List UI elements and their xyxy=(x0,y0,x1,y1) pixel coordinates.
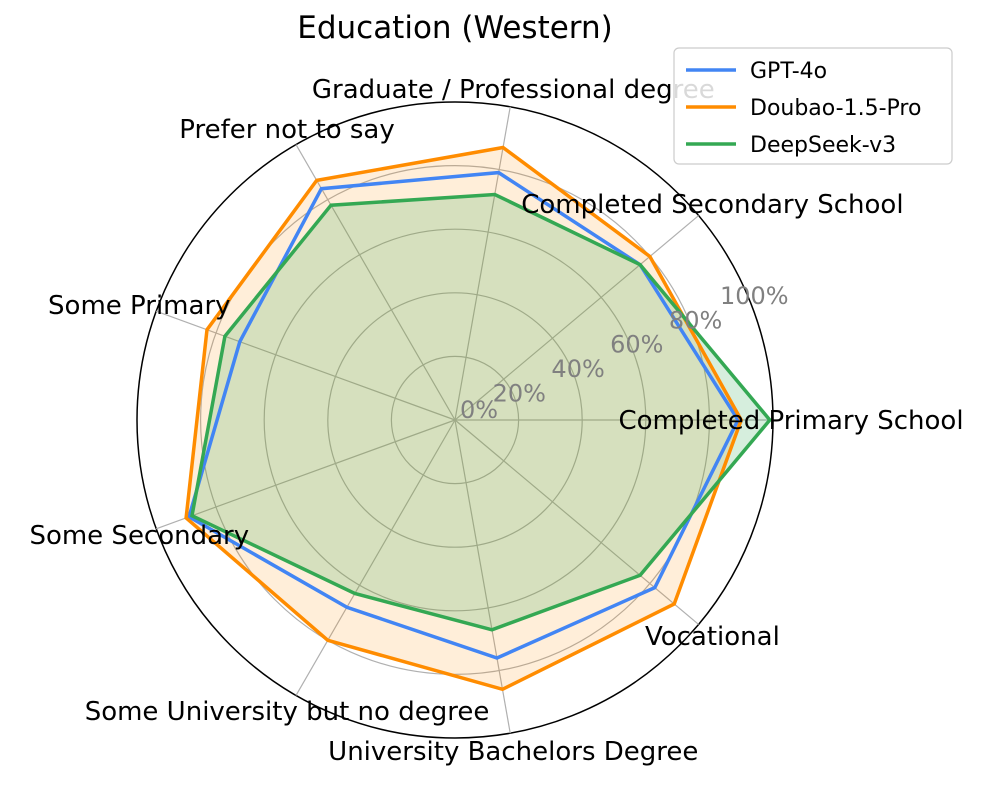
series-fill-1 xyxy=(186,147,742,690)
r-tick-label: 0% xyxy=(460,396,498,424)
series-line-2 xyxy=(190,192,773,632)
legend-box xyxy=(673,47,953,165)
spoke-3 xyxy=(295,144,456,421)
r-tick-label: 80% xyxy=(669,306,722,334)
r-tick-label: 100% xyxy=(720,282,789,310)
category-label: Some Secondary xyxy=(29,521,249,551)
spoke-1 xyxy=(454,215,699,421)
category-label: Graduate / Professional degree xyxy=(312,75,715,105)
spoke-6 xyxy=(295,419,456,696)
series-lines xyxy=(184,145,773,692)
chart-title: Education (Western) xyxy=(297,10,613,46)
series-line-1 xyxy=(184,145,744,692)
spoke-8 xyxy=(454,419,699,625)
series-fills xyxy=(186,147,770,690)
category-label: Prefer not to say xyxy=(179,115,395,145)
category-label: Vocational xyxy=(645,622,780,652)
spoke-7 xyxy=(454,419,511,734)
r-tick-label: 20% xyxy=(493,379,546,407)
r-tick-label: 40% xyxy=(551,355,604,383)
legend-label: DeepSeek-v3 xyxy=(750,133,896,158)
series-line-0 xyxy=(186,170,741,660)
legend-label: Doubao-1.5-Pro xyxy=(750,96,921,121)
category-label: Completed Secondary School xyxy=(521,190,903,220)
category-label: Completed Primary School xyxy=(618,406,963,436)
spoke-2 xyxy=(454,106,511,421)
category-labels: Completed Primary School Completed Second… xyxy=(29,75,963,767)
radial-tick-labels: 0%20%40%60%80%100% xyxy=(460,282,789,424)
legend: GPT-4o Doubao-1.5-Pro DeepSeek-v3 xyxy=(673,47,953,165)
series-fill-2 xyxy=(192,194,770,630)
spoke-5 xyxy=(155,419,456,530)
category-label: Some University but no degree xyxy=(85,697,490,727)
r-tick-label: 60% xyxy=(610,331,663,359)
category-label: Some Primary xyxy=(48,291,230,321)
legend-label: GPT-4o xyxy=(750,59,827,84)
category-label: University Bachelors Degree xyxy=(328,737,698,767)
